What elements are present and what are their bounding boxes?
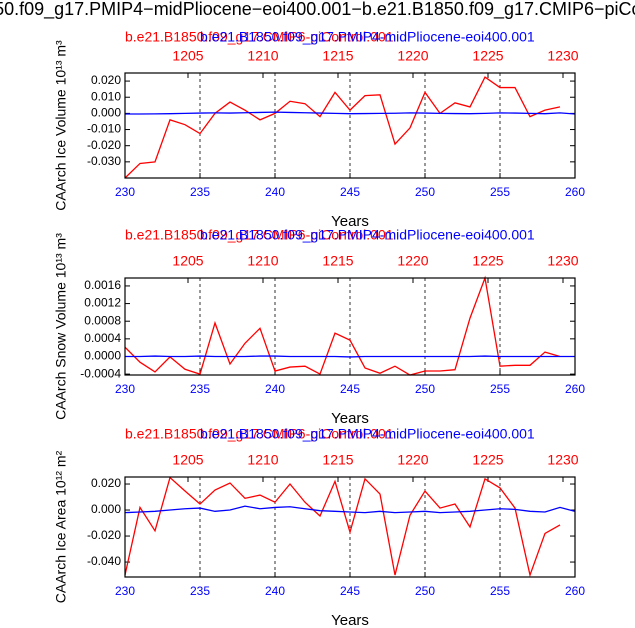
x2-tick-label: 1220 [397, 452, 428, 468]
x2-tick-label: 1205 [172, 452, 203, 468]
series-line [125, 111, 576, 115]
page-title: b.e21.B1850.f09_g17.PMIP4−midPliocene−eo… [0, 0, 635, 20]
y-axis-label: CAArch Ice Area 10¹² m² [53, 450, 69, 603]
x-tick-label: 245 [340, 185, 360, 199]
x2-tick-label: 1230 [547, 48, 578, 64]
legend-label: b.e21.B1850.f09_g17.CMIP6-piControl.001 [125, 227, 394, 243]
series-line [124, 275, 561, 376]
legend-label: b.e21.B1850.f09_g17.PMIP4-midPliocene-eo… [200, 29, 535, 45]
x-tick-label: 245 [340, 382, 360, 396]
x-tick-label: 235 [190, 382, 210, 396]
x-tick-label: 250 [415, 185, 435, 199]
x2-tick-label: 1220 [397, 48, 428, 64]
x-tick-label: 235 [190, 185, 210, 199]
x2-tick-label: 1215 [322, 253, 353, 269]
x-tick-label: 230 [115, 382, 135, 396]
y-tick-label: -0.010 [87, 122, 121, 136]
x-tick-label: 260 [565, 185, 585, 199]
x2-tick-label: 1220 [397, 253, 428, 269]
x2-tick-label: 1225 [472, 48, 503, 64]
series-line [124, 505, 576, 514]
legend-label: b.e21.B1850.f09_g17.CMIP6-piControl.001 [125, 29, 394, 45]
x2-tick-label: 1215 [322, 48, 353, 64]
y-tick-label: 0.020 [91, 73, 121, 87]
plot-frame [124, 277, 576, 376]
plot-frame [124, 72, 576, 179]
legend-label: b.e21.B1850.f09_g17.PMIP4-midPliocene-eo… [200, 227, 535, 243]
x2-tick-label: 1210 [247, 48, 278, 64]
series-line [125, 355, 575, 358]
x-tick-label: 240 [265, 185, 285, 199]
x2-tick-label: 1230 [547, 253, 578, 269]
x-tick-label: 255 [490, 584, 510, 598]
x2-tick-label: 1215 [322, 452, 353, 468]
x-tick-label: 260 [565, 382, 585, 396]
x2-tick-label: 1210 [247, 253, 278, 269]
x2-tick-label: 1210 [247, 452, 278, 468]
x-tick-label: 230 [115, 584, 135, 598]
y-tick-label: -0.0004 [80, 366, 121, 380]
x-tick-label: 255 [490, 185, 510, 199]
y-axis-label: CAArch Ice Volume 10¹³ m³ [53, 40, 69, 211]
x2-tick-label: 1205 [172, 48, 203, 64]
legend-label: b.e21.B1850.f09_g17.CMIP6-piControl.001 [125, 426, 394, 442]
y-tick-label: -0.030 [87, 154, 121, 168]
x-tick-label: 240 [265, 584, 285, 598]
y-tick-label: 0.010 [91, 89, 121, 103]
y-tick-label: 0.0016 [84, 278, 121, 292]
y-tick-label: 0.0000 [84, 349, 121, 363]
y-tick-label: 0.0008 [84, 313, 121, 327]
x-tick-label: 250 [415, 584, 435, 598]
series-line [124, 76, 561, 179]
y-tick-label: -0.040 [87, 554, 121, 568]
x-tick-label: 245 [340, 584, 360, 598]
y-tick-label: 0.020 [91, 476, 121, 490]
x-tick-label: 260 [565, 584, 585, 598]
x-tick-label: 240 [265, 382, 285, 396]
y-tick-label: 0.000 [91, 502, 121, 516]
legend-label: b.e21.B1850.f09_g17.PMIP4-midPliocene-eo… [200, 426, 535, 442]
x-tick-label: 235 [190, 584, 210, 598]
y-tick-label: 0.0004 [84, 331, 121, 345]
x-axis-label: Years [331, 213, 369, 230]
y-axis-label: CAArch Snow Volume 10¹³ m³ [53, 233, 69, 420]
plot-frame [124, 476, 576, 578]
y-tick-label: 0.000 [91, 106, 121, 120]
x-axis-label: Years [331, 612, 369, 628]
x-axis-label: Years [331, 410, 369, 427]
y-tick-label: 0.0012 [84, 296, 121, 310]
x2-tick-label: 1205 [172, 253, 203, 269]
x-tick-label: 255 [490, 382, 510, 396]
x2-tick-label: 1225 [472, 253, 503, 269]
x2-tick-label: 1230 [547, 452, 578, 468]
x-tick-label: 230 [115, 185, 135, 199]
y-tick-label: -0.020 [87, 528, 121, 542]
x-tick-label: 250 [415, 382, 435, 396]
series-line [124, 476, 561, 578]
y-tick-label: -0.020 [87, 138, 121, 152]
x2-tick-label: 1225 [472, 452, 503, 468]
